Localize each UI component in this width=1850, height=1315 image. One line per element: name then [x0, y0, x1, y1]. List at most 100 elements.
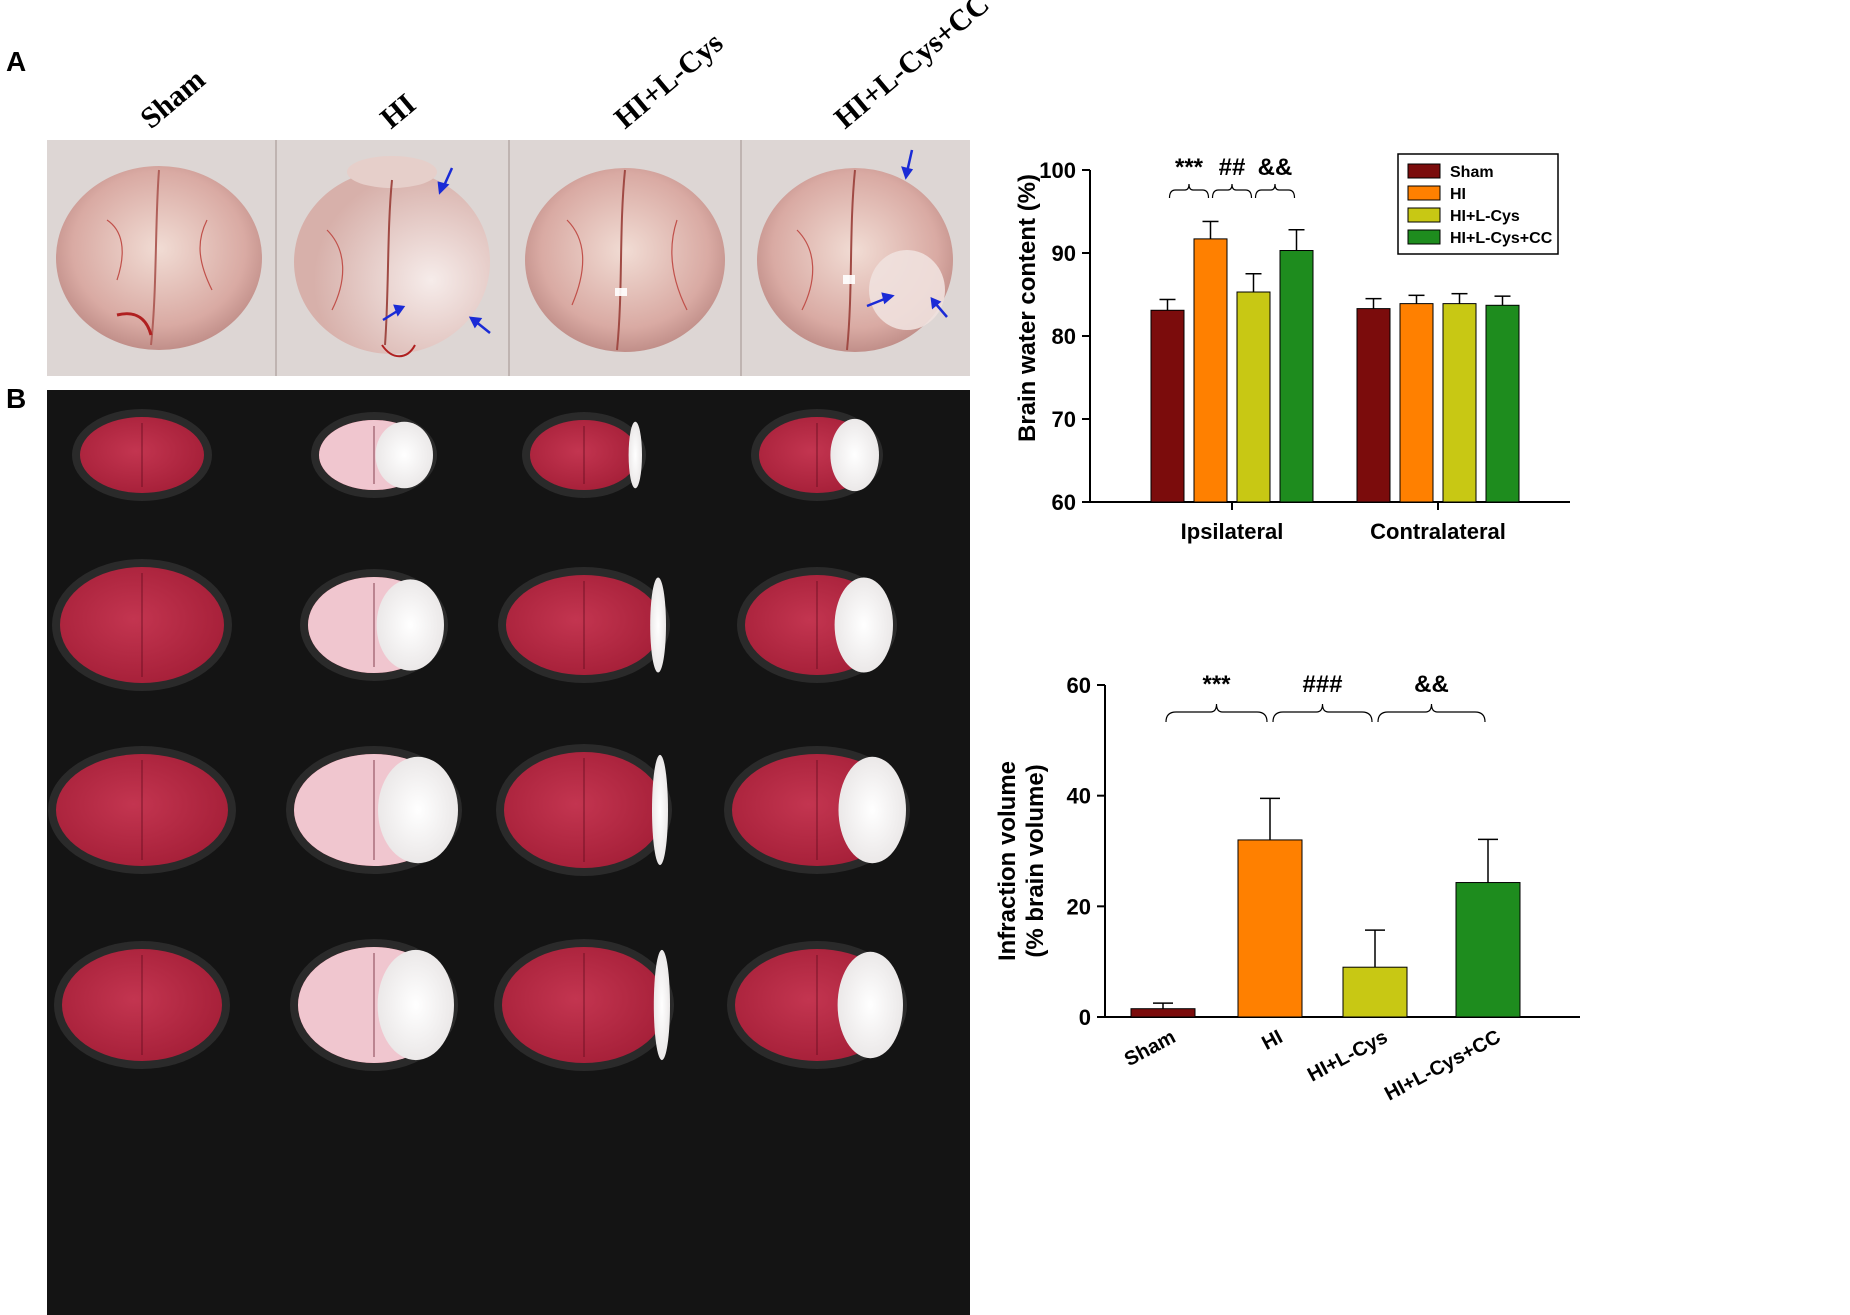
section-tissue [80, 417, 204, 493]
infarct-y-tick-label: 40 [1067, 784, 1091, 809]
water-significance-brace [1254, 183, 1296, 199]
water-ylabel: Brain water content (%) [1014, 174, 1041, 442]
brain-section [737, 567, 897, 683]
brain-section [300, 569, 448, 681]
section-tissue [502, 947, 666, 1063]
brain-section [311, 412, 437, 498]
brain-photo-hi [294, 156, 490, 358]
legend-swatch-hi-l-cys-cc [1407, 229, 1441, 245]
infarct-y-tick-label: 20 [1067, 894, 1091, 919]
infarct-significance-brace [1377, 703, 1486, 723]
infarct-x-label-hi-l-cys: HI+L-Cys [1304, 1026, 1391, 1086]
water-bar-hi-l-cys-ipsilateral [1236, 291, 1271, 503]
legend-label-hi: HI [1450, 186, 1466, 203]
infarct-x-label-sham: Sham [1121, 1026, 1179, 1071]
infarct-y-tick-label: 60 [1067, 673, 1091, 698]
infarction-volume-chart: Infraction volume (% brain volume) 0 20 40… [994, 671, 1580, 1105]
legend-swatch-hi-l-cys [1407, 207, 1441, 223]
brain-section [494, 939, 674, 1071]
brain-section [496, 744, 672, 876]
brain-section [727, 941, 907, 1069]
panel-b-letter: B [6, 383, 27, 414]
water-x-label-ipsilateral: Ipsilateral [1181, 519, 1284, 544]
brain-photo-sham [56, 166, 262, 350]
section-infarct-area [628, 421, 642, 489]
group-label-hi-lcys-cc: HI+L-Cys+CC [828, 0, 996, 136]
brain-section [286, 746, 462, 874]
water-bar-hi-contralateral [1399, 303, 1434, 503]
infarct-significance-mark: *** [1202, 671, 1231, 698]
section-infarct-area [377, 949, 454, 1061]
section-infarct-area [830, 418, 879, 492]
water-bar-hi-l-cys-contralateral [1442, 303, 1477, 503]
brain-section [48, 746, 236, 874]
water-significance-mark: ## [1219, 154, 1246, 181]
section-infarct-area [376, 579, 444, 671]
section-tissue [60, 567, 224, 683]
infarct-x-label-hi: HI [1258, 1026, 1286, 1055]
water-legend: Sham HI HI+L-Cys HI+L-Cys+CC [1397, 153, 1559, 255]
group-label-hi-lcys: HI+L-Cys [608, 26, 730, 136]
section-infarct-area [650, 577, 666, 673]
brain-water-content-chart: Brain water content (%) 60 70 80 90 100 Ipsil… [1014, 153, 1570, 544]
water-y-tick-label: 80 [1052, 324, 1076, 349]
section-infarct-area [378, 756, 458, 864]
legend-swatch-sham [1407, 163, 1441, 179]
water-y-tick-label: 70 [1052, 407, 1076, 432]
ttc-sections-photo-panel [47, 390, 970, 1315]
section-tissue [504, 752, 664, 868]
brain-section [498, 567, 670, 683]
section-infarct-area [837, 951, 903, 1059]
infarct-bar-hi [1237, 839, 1303, 1018]
section-infarct-area [834, 577, 893, 673]
infarct-significance-mark: ### [1302, 671, 1342, 698]
section-infarct-area [653, 949, 671, 1061]
water-bar-sham-ipsilateral [1150, 309, 1185, 503]
section-infarct-area [838, 756, 906, 864]
section-tissue [62, 949, 222, 1061]
brain-section [290, 939, 458, 1071]
water-bar-sham-contralateral [1356, 308, 1391, 503]
water-x-label-contralateral: Contralateral [1370, 519, 1506, 544]
infarct-ylabel-line1: Infraction volume [994, 761, 1021, 961]
water-bar-hi-l-cys-cc-ipsilateral [1279, 250, 1314, 503]
group-label-hi: HI [374, 87, 423, 136]
brain-photo-hi-lcys [525, 168, 725, 352]
legend-label-hi-l-cys-cc: HI+L-Cys+CC [1450, 230, 1553, 247]
water-bar-hi-l-cys-cc-contralateral [1485, 304, 1520, 503]
section-infarct-area [375, 421, 433, 489]
infarct-x-label-hi-l-cys-cc: HI+L-Cys+CC [1381, 1026, 1504, 1105]
infarct-bar-hi-l-cys [1342, 966, 1408, 1018]
section-infarct-area [652, 754, 668, 866]
infarct-y-tick-label: 0 [1079, 1005, 1091, 1030]
brain-section [522, 412, 646, 498]
water-significance-mark: && [1258, 154, 1293, 181]
brain-section [72, 409, 212, 501]
water-bar-hi-ipsilateral [1193, 238, 1228, 503]
water-y-tick-label: 90 [1052, 241, 1076, 266]
legend-label-sham: Sham [1450, 164, 1494, 181]
infarct-arrows [382, 149, 948, 334]
section-tissue [506, 575, 662, 675]
legend-label-hi-l-cys: HI+L-Cys [1450, 208, 1520, 225]
brain-section [54, 941, 230, 1069]
infarct-significance-brace [1165, 703, 1268, 723]
infarct-significance-brace [1272, 703, 1373, 723]
legend-swatch-hi [1407, 185, 1441, 201]
whole-brain-photo-panel [47, 140, 970, 376]
panel-a-letter: A [6, 46, 27, 77]
infarct-bar-sham [1130, 1008, 1196, 1018]
water-y-tick-label: 100 [1039, 158, 1076, 183]
section-tissue [56, 754, 228, 866]
group-label-sham: Sham [134, 62, 212, 136]
brain-photo-hi-lcys-cc [757, 168, 953, 352]
water-significance-brace [1211, 183, 1253, 199]
brain-section [724, 746, 910, 874]
infarct-significance-mark: && [1414, 671, 1449, 698]
brain-section [751, 409, 883, 501]
section-tissue [530, 420, 638, 490]
infarct-ylabel-line2: (% brain volume) [1022, 764, 1049, 957]
infarct-bar-hi-l-cys-cc [1455, 882, 1521, 1018]
brain-section [52, 559, 232, 691]
water-significance-brace [1168, 183, 1210, 199]
